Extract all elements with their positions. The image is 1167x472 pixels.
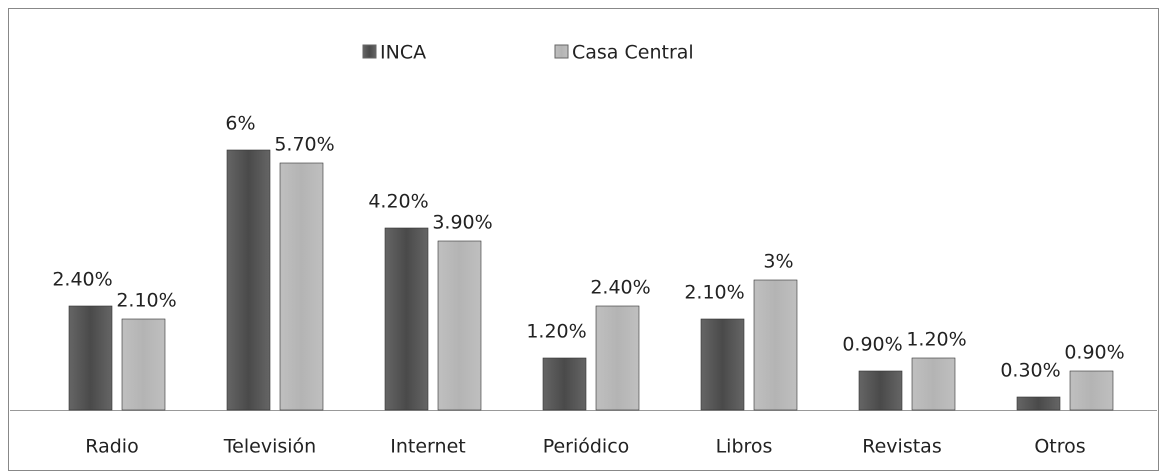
legend-swatch — [362, 44, 377, 59]
x-tick-label: Radio — [85, 436, 138, 458]
data-label: 3.90% — [432, 212, 492, 234]
data-label: 5.70% — [274, 134, 334, 156]
bar — [68, 305, 113, 411]
bar — [542, 357, 587, 411]
x-tick-label: Internet — [390, 436, 465, 458]
data-label: 2.40% — [590, 277, 650, 299]
data-label: 2.10% — [684, 282, 744, 304]
legend-label: INCA — [380, 42, 426, 64]
bar — [911, 357, 956, 411]
bar — [858, 370, 903, 411]
x-tick-label: Revistas — [862, 436, 941, 458]
x-tick-label: Televisión — [223, 436, 316, 458]
bar — [384, 227, 429, 411]
bar — [595, 305, 640, 411]
bar — [1069, 370, 1114, 411]
bar — [753, 279, 798, 411]
data-label: 1.20% — [526, 321, 586, 343]
x-tick-label: Otros — [1034, 436, 1085, 458]
bar — [279, 162, 324, 411]
bar — [226, 149, 271, 411]
x-tick-label: Libros — [716, 436, 773, 458]
bar — [1016, 396, 1061, 411]
bar — [121, 318, 166, 411]
data-label: 0.30% — [1000, 360, 1060, 382]
x-tick-label: Periódico — [543, 436, 630, 458]
data-label: 2.40% — [52, 269, 112, 291]
data-label: 0.90% — [842, 334, 902, 356]
legend-swatch — [554, 44, 569, 59]
data-label: 6% — [225, 113, 255, 135]
data-label: 2.10% — [116, 290, 176, 312]
legend-label: Casa Central — [572, 42, 694, 64]
data-label: 0.90% — [1064, 342, 1124, 364]
data-label: 1.20% — [906, 329, 966, 351]
data-label: 3% — [763, 251, 793, 273]
bar — [437, 240, 482, 411]
data-label: 4.20% — [368, 191, 428, 213]
bar — [700, 318, 745, 411]
